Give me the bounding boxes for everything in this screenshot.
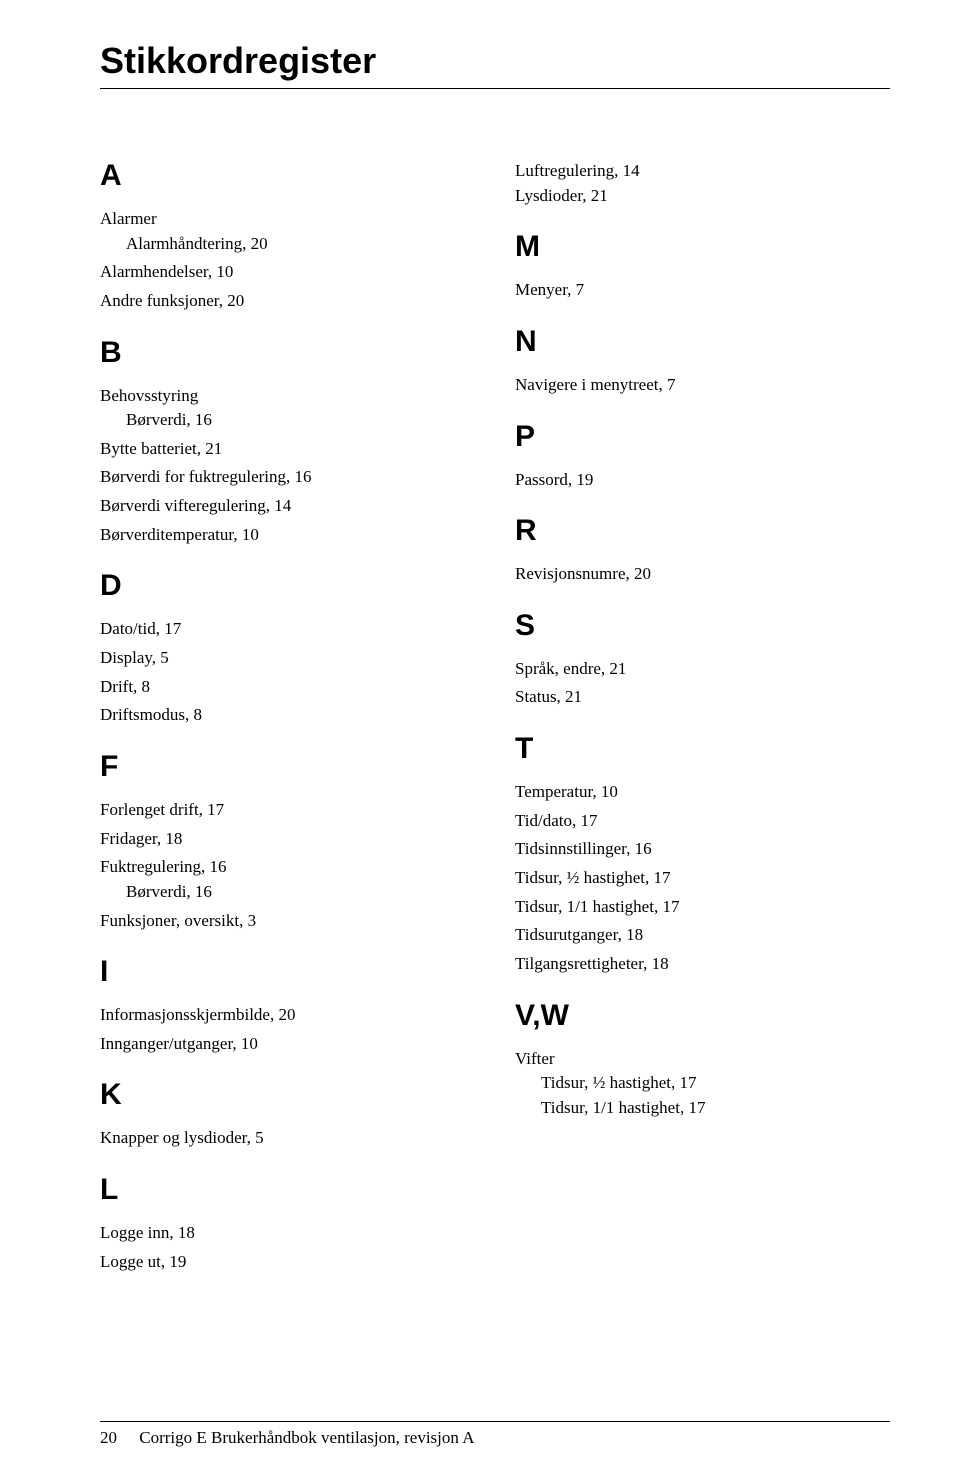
index-entry: Drift, 8 bbox=[100, 675, 475, 700]
letter-heading: D bbox=[100, 569, 475, 603]
index-entry: Bytte batteriet, 21 bbox=[100, 437, 475, 462]
index-subentry: Alarmhåndtering, 20 bbox=[100, 232, 475, 257]
index-subentry: Tidsur, ½ hastighet, 17 bbox=[515, 1071, 890, 1096]
index-entry: Tidsur, ½ hastighet, 17 bbox=[515, 866, 890, 891]
index-entry: Logge ut, 19 bbox=[100, 1250, 475, 1275]
index-entry-group: Temperatur, 10 bbox=[515, 780, 890, 805]
title-rule bbox=[100, 88, 890, 89]
index-entry-group: Menyer, 7 bbox=[515, 278, 890, 303]
index-entry: Tid/dato, 17 bbox=[515, 809, 890, 834]
index-entry: Fuktregulering, 16 bbox=[100, 855, 475, 880]
index-entry: Språk, endre, 21 bbox=[515, 657, 890, 682]
index-entry: Menyer, 7 bbox=[515, 278, 890, 303]
index-entry-group: AlarmerAlarmhåndtering, 20 bbox=[100, 207, 475, 256]
index-entry: Dato/tid, 17 bbox=[100, 617, 475, 642]
index-entry: Knapper og lysdioder, 5 bbox=[100, 1126, 475, 1151]
left-column: A AlarmerAlarmhåndtering, 20 Alarmhendelse… bbox=[100, 159, 475, 1278]
index-entry: Temperatur, 10 bbox=[515, 780, 890, 805]
index-entry: Revisjonsnumre, 20 bbox=[515, 562, 890, 587]
letter-heading: V,W bbox=[515, 999, 890, 1033]
index-entry-group: Fridager, 18 bbox=[100, 827, 475, 852]
index-entry: Informasjonsskjermbilde, 20 bbox=[100, 1003, 475, 1028]
index-entry-group: Børverditemperatur, 10 bbox=[100, 523, 475, 548]
index-entry: Navigere i menytreet, 7 bbox=[515, 373, 890, 398]
letter-heading: T bbox=[515, 732, 890, 766]
index-entry: Driftsmodus, 8 bbox=[100, 703, 475, 728]
index-entry: Behovsstyring bbox=[100, 384, 475, 409]
index-entry: Børverdi vifteregulering, 14 bbox=[100, 494, 475, 519]
letter-heading: K bbox=[100, 1078, 475, 1112]
index-entry-group: VifterTidsur, ½ hastighet, 17Tidsur, 1/1… bbox=[515, 1047, 890, 1121]
index-entry-group: Forlenget drift, 17 bbox=[100, 798, 475, 823]
index-entry-group: Tidsinnstillinger, 16 bbox=[515, 837, 890, 862]
index-entry-group: Display, 5 bbox=[100, 646, 475, 671]
index-subentry: Børverdi, 16 bbox=[100, 408, 475, 433]
index-entry: Logge inn, 18 bbox=[100, 1221, 475, 1246]
index-entry-group: Tid/dato, 17 bbox=[515, 809, 890, 834]
index-entry: Alarmhendelser, 10 bbox=[100, 260, 475, 285]
index-entry: Tidsinnstillinger, 16 bbox=[515, 837, 890, 862]
index-entry: Andre funksjoner, 20 bbox=[100, 289, 475, 314]
index-entry: Display, 5 bbox=[100, 646, 475, 671]
letter-heading: P bbox=[515, 420, 890, 454]
index-entry: Børverdi for fuktregulering, 16 bbox=[100, 465, 475, 490]
page-title: Stikkordregister bbox=[100, 40, 890, 82]
index-entry-group: Tidsurutganger, 18 bbox=[515, 923, 890, 948]
index-subentry: Tidsur, 1/1 hastighet, 17 bbox=[515, 1096, 890, 1121]
index-entry-group: Passord, 19 bbox=[515, 468, 890, 493]
index-entry: Vifter bbox=[515, 1047, 890, 1072]
index-entry: Fridager, 18 bbox=[100, 827, 475, 852]
index-entry-group: Alarmhendelser, 10 bbox=[100, 260, 475, 285]
index-entry: Lysdioder, 21 bbox=[515, 184, 890, 209]
index-entry: Tidsurutganger, 18 bbox=[515, 923, 890, 948]
index-entry-group: Drift, 8 bbox=[100, 675, 475, 700]
index-entry-group: Andre funksjoner, 20 bbox=[100, 289, 475, 314]
index-entry-group: Logge ut, 19 bbox=[100, 1250, 475, 1275]
index-entry-group: Knapper og lysdioder, 5 bbox=[100, 1126, 475, 1151]
index-entry-group: Dato/tid, 17 bbox=[100, 617, 475, 642]
index-entry: Funksjoner, oversikt, 3 bbox=[100, 909, 475, 934]
index-entry-group: Børverdi for fuktregulering, 16 bbox=[100, 465, 475, 490]
letter-heading: R bbox=[515, 514, 890, 548]
index-entry: Børverditemperatur, 10 bbox=[100, 523, 475, 548]
index-entry: Forlenget drift, 17 bbox=[100, 798, 475, 823]
index-entry-group: Informasjonsskjermbilde, 20 bbox=[100, 1003, 475, 1028]
index-entry: Status, 21 bbox=[515, 685, 890, 710]
footer-page-number: 20 bbox=[100, 1428, 117, 1448]
letter-heading: A bbox=[100, 159, 475, 193]
letter-heading: B bbox=[100, 336, 475, 370]
index-entry: Tilgangsrettigheter, 18 bbox=[515, 952, 890, 977]
index-entry: Alarmer bbox=[100, 207, 475, 232]
index-entry-group: Fuktregulering, 16Børverdi, 16 bbox=[100, 855, 475, 904]
index-subentry: Børverdi, 16 bbox=[100, 880, 475, 905]
index-entry-group: Innganger/utganger, 10 bbox=[100, 1032, 475, 1057]
index-entry-group: Bytte batteriet, 21 bbox=[100, 437, 475, 462]
letter-heading: L bbox=[100, 1173, 475, 1207]
index-entry-group: Funksjoner, oversikt, 3 bbox=[100, 909, 475, 934]
footer-text: Corrigo E Brukerhåndbok ventilasjon, rev… bbox=[139, 1428, 474, 1448]
right-column: Luftregulering, 14Lysdioder, 21 M Menyer, … bbox=[515, 159, 890, 1278]
index-entry-group: Logge inn, 18 bbox=[100, 1221, 475, 1246]
index-entry: Luftregulering, 14 bbox=[515, 159, 890, 184]
index-entry-group: Revisjonsnumre, 20 bbox=[515, 562, 890, 587]
letter-heading: S bbox=[515, 609, 890, 643]
index-entry-group: BehovsstyringBørverdi, 16 bbox=[100, 384, 475, 433]
letter-heading: F bbox=[100, 750, 475, 784]
index-entry: Tidsur, 1/1 hastighet, 17 bbox=[515, 895, 890, 920]
letter-heading: I bbox=[100, 955, 475, 989]
index-entry-group: Tidsur, 1/1 hastighet, 17 bbox=[515, 895, 890, 920]
index-entry-group: Språk, endre, 21 bbox=[515, 657, 890, 682]
index-entry: Innganger/utganger, 10 bbox=[100, 1032, 475, 1057]
index-entry-group: Navigere i menytreet, 7 bbox=[515, 373, 890, 398]
index-entry-group: Driftsmodus, 8 bbox=[100, 703, 475, 728]
index-entry-group: Status, 21 bbox=[515, 685, 890, 710]
index-columns: A AlarmerAlarmhåndtering, 20 Alarmhendelse… bbox=[100, 159, 890, 1278]
letter-heading: N bbox=[515, 325, 890, 359]
letter-heading: M bbox=[515, 230, 890, 264]
index-entry: Passord, 19 bbox=[515, 468, 890, 493]
page-footer: 20 Corrigo E Brukerhåndbok ventilasjon, … bbox=[100, 1421, 890, 1448]
index-entry-group: Tidsur, ½ hastighet, 17 bbox=[515, 866, 890, 891]
index-entry-group: Tilgangsrettigheter, 18 bbox=[515, 952, 890, 977]
index-entry-group: Børverdi vifteregulering, 14 bbox=[100, 494, 475, 519]
